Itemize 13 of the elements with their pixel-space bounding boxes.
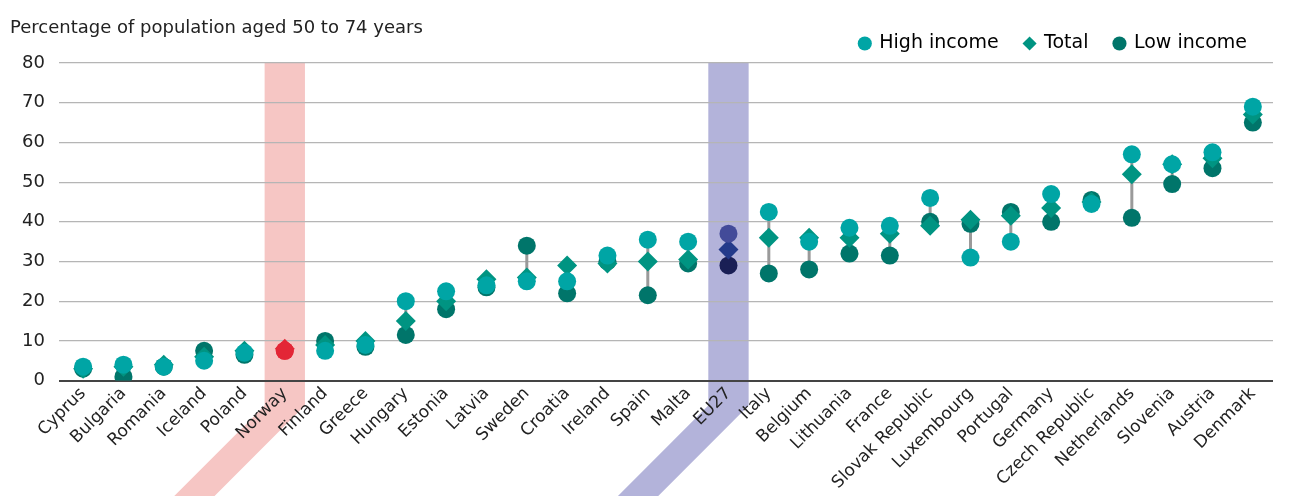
y-tick-label: 50	[22, 169, 45, 191]
legend-label: Total	[1043, 30, 1089, 53]
y-tick-label: 70	[22, 90, 45, 112]
y-tick-label: 10	[22, 328, 45, 350]
y-axis-title: Percentage of population aged 50 to 74 years	[10, 15, 423, 37]
y-tick-label: 40	[22, 209, 45, 231]
y-tick-label: 80	[22, 50, 45, 72]
y-tick-label: 30	[22, 249, 45, 271]
legend-label: High income	[879, 30, 999, 53]
y-tick-label: 20	[22, 288, 45, 310]
y-tick-label: 0	[33, 368, 45, 390]
y-tick-label: 60	[22, 130, 45, 152]
legend-label: Low income	[1133, 30, 1247, 53]
